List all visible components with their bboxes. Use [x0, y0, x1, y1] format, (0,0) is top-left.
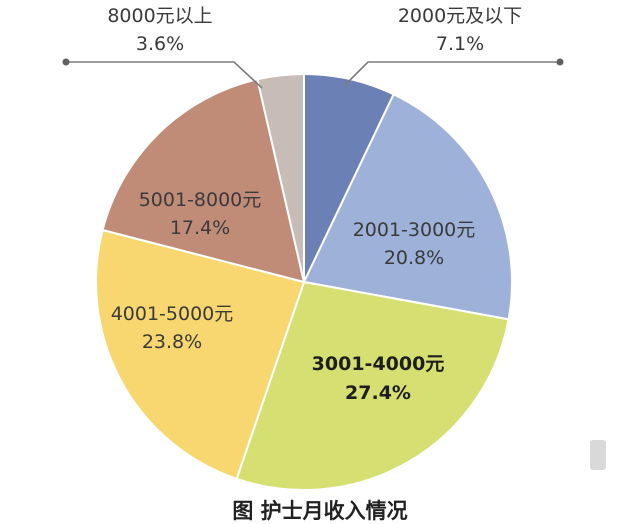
leader-dot-8000-above [62, 58, 70, 66]
pie-slice-1 [302, 92, 513, 321]
pie-slice-2 [235, 280, 510, 491]
watermark-mark [590, 440, 606, 470]
slice-label-2000-below: 2000元及以下 [398, 5, 522, 27]
pie-slice-5 [256, 72, 305, 283]
slice-label-3001-4000: 3001-4000元 [312, 353, 445, 375]
slice-label-4001-5000: 4001-5000元 [111, 303, 234, 325]
pie-slice-3 [95, 228, 306, 481]
leader-line-8000-above [66, 61, 263, 89]
slice-value-2000-below: 7.1% [436, 33, 484, 55]
slice-label-5001-8000: 5001-8000元 [139, 189, 262, 211]
leader-line-2000-below [344, 61, 560, 86]
chart-title: 图 护士月收入情况 [232, 499, 407, 523]
slice-value-4001-5000: 23.8% [142, 331, 202, 353]
slice-value-3001-4000: 27.4% [345, 382, 411, 404]
slice-value-8000-above: 3.6% [136, 33, 184, 55]
slice-value-5001-8000: 17.4% [170, 217, 230, 239]
slice-value-2001-3000: 20.8% [384, 247, 444, 269]
pie-slice-4 [101, 78, 306, 284]
pie-slices [95, 72, 513, 491]
slice-label-8000-above: 8000元以上 [107, 5, 212, 27]
slice-label-2001-3000: 2001-3000元 [353, 219, 476, 241]
leader-dot-2000-below [556, 58, 564, 66]
